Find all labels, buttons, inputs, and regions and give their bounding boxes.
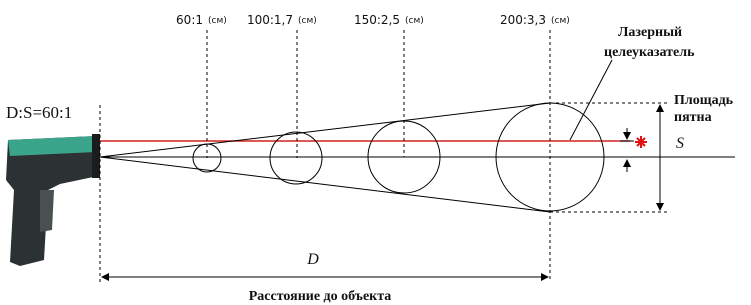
distance-unit: (см): [405, 16, 424, 26]
distance-symbol: D: [306, 251, 319, 268]
diagram: 60:1 (см) 100:1,7 (см) 150:2,5 (см) 200:3,3 (см…: [0, 0, 751, 305]
laser-dot: [635, 136, 647, 148]
spot-label: Площадь: [674, 93, 734, 108]
distance-ratio: 150:2,5: [354, 13, 400, 27]
distance-unit: (см): [298, 16, 317, 26]
leader-line: [570, 60, 612, 140]
distance-unit: (см): [208, 16, 227, 26]
laser-label: Лазерный: [618, 25, 682, 40]
cone-edge: [100, 157, 550, 212]
distance-unit: (см): [551, 16, 570, 26]
cone-edge: [100, 103, 550, 157]
distance-ratio: 100:1,7: [247, 13, 293, 27]
distance-ratio: 200:3,3: [500, 13, 546, 27]
thermometer-icon: [6, 134, 100, 266]
distance-ratio: 60:1: [176, 13, 203, 27]
spot-symbol: S: [676, 135, 684, 152]
spot-label: пятна: [674, 110, 712, 125]
guides: [100, 30, 550, 282]
laser-label: целеуказатель: [604, 45, 695, 60]
distance-caption: Расстояние до объекта: [249, 289, 392, 304]
ratio-label: D:S=60:1: [6, 103, 72, 122]
